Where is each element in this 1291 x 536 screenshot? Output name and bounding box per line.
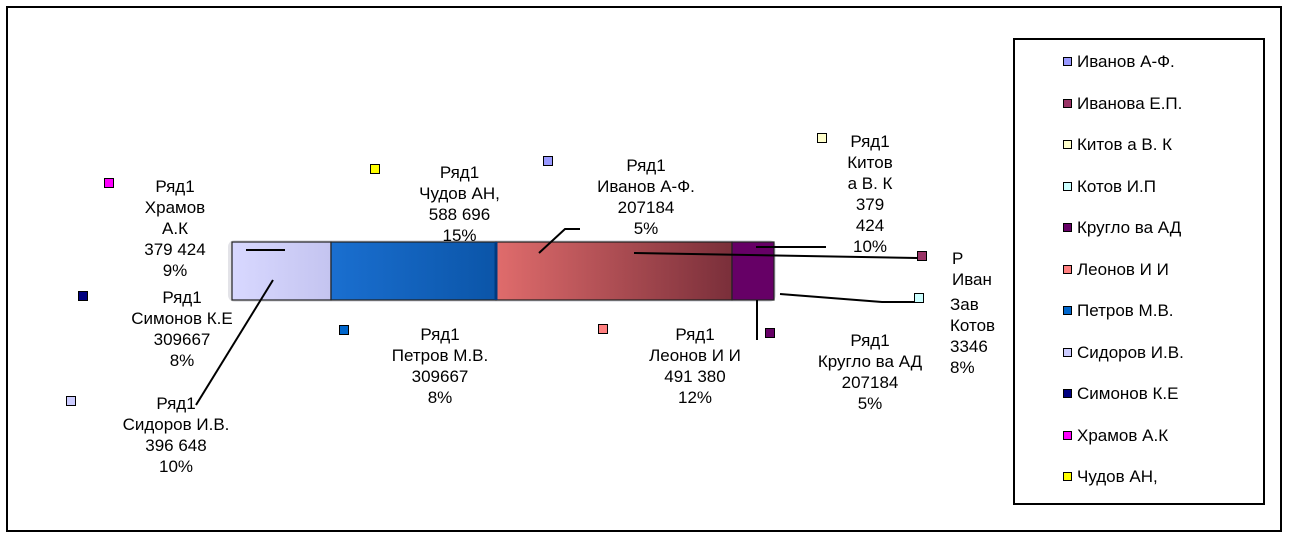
data-label-сидоров-и-в: Ряд1 Сидоров И.В. 396 648 10% xyxy=(122,394,230,476)
legend-key xyxy=(1063,430,1072,440)
leader-line xyxy=(633,252,918,259)
legend-key xyxy=(1063,264,1072,274)
legend-item-симонов-к-е: Симонов К.Е xyxy=(1063,384,1178,404)
data-label-иванов-а-ф: Ряд1 Иванов А-Ф. 207184 5% xyxy=(597,156,695,238)
pie-slice-кругло-ва-ад xyxy=(731,241,775,301)
legend-item-китов-а-в-к: Китов а В. К xyxy=(1063,135,1172,155)
data-label-котов-и-п: Зав Котов 3346 8% xyxy=(950,295,996,377)
legend-label: Чудов АН, xyxy=(1077,467,1158,486)
legend-label: Иванов А-Ф. xyxy=(1077,52,1175,71)
legend-item-сидоров-и-в: Сидоров И.В. xyxy=(1063,343,1184,363)
data-label-кругло-ва-ад: Ряд1 Кругло ва АД 207184 5% xyxy=(817,331,923,413)
legend-key xyxy=(1063,347,1072,357)
legend-item-петров-м-в: Петров М.В. xyxy=(1063,301,1174,321)
legend-key xyxy=(1063,472,1072,481)
leader-line xyxy=(779,293,915,303)
legend-label: Петров М.В. xyxy=(1077,301,1174,320)
leader-line xyxy=(195,279,274,406)
legend-item-иванова-е-п: Иванова Е.П. xyxy=(1063,94,1182,114)
legend-label: Иванова Е.П. xyxy=(1077,93,1183,113)
legend-item-иванов-а-ф: Иванов А-Ф. xyxy=(1063,52,1175,72)
pie-slice-леонов-и-и xyxy=(495,241,733,301)
legend-key xyxy=(1063,57,1072,66)
legend-item-чудов-ан: Чудов АН, xyxy=(1063,467,1158,487)
data-label-китов-а-в-к: Ряд1 Китов а В. К 379 424 10% xyxy=(847,132,893,256)
legend-item-леонов-и-и: Леонов И И xyxy=(1063,260,1169,280)
legend-key xyxy=(1063,306,1072,315)
legend-key xyxy=(1063,223,1072,232)
data-label-петров-м-в: Ряд1 Петров М.В. 309667 8% xyxy=(391,325,489,407)
legend-key xyxy=(1063,140,1072,149)
data-label-чудов-ан: Ряд1 Чудов АН, 588 696 15% xyxy=(419,163,500,245)
leader-line xyxy=(538,228,580,254)
pie-slice-петров-м-в xyxy=(330,241,497,301)
data-label-иванова-е-п: Р Иван xyxy=(952,249,992,289)
legend: Иванов А-Ф. Иванова Е.П. Китов а В. К Котов… xyxy=(1013,38,1265,505)
legend-label: Леонов И И xyxy=(1077,259,1169,279)
legend-key xyxy=(1063,98,1072,108)
data-label-симонов-к-е: Ряд1 Симонов К.Е 309667 8% xyxy=(131,288,233,370)
legend-label: Кругло ва АД xyxy=(1077,218,1182,237)
legend-item-котов-и-п: Котов И.П xyxy=(1063,177,1156,197)
data-label-леонов-и-и: Ряд1 Леонов И И 491 380 12% xyxy=(649,325,741,407)
pie-slice-сидоров-и-в xyxy=(231,241,332,301)
legend-key xyxy=(1063,389,1072,398)
data-label-храмов-а-к: Ряд1 Храмов А.К 379 424 9% xyxy=(144,177,206,280)
legend-item-кругло-ва-ад: Кругло ва АД xyxy=(1063,218,1181,238)
legend-label: Храмов А.К xyxy=(1077,425,1169,445)
legend-label: Китов а В. К xyxy=(1077,135,1173,154)
legend-label: Котов И.П xyxy=(1077,176,1156,196)
legend-label: Симонов К.Е xyxy=(1077,384,1179,403)
legend-item-храмов-а-к: Храмов А.К xyxy=(1063,426,1168,446)
legend-label: Сидоров И.В. xyxy=(1077,342,1184,362)
legend-key xyxy=(1063,181,1072,191)
